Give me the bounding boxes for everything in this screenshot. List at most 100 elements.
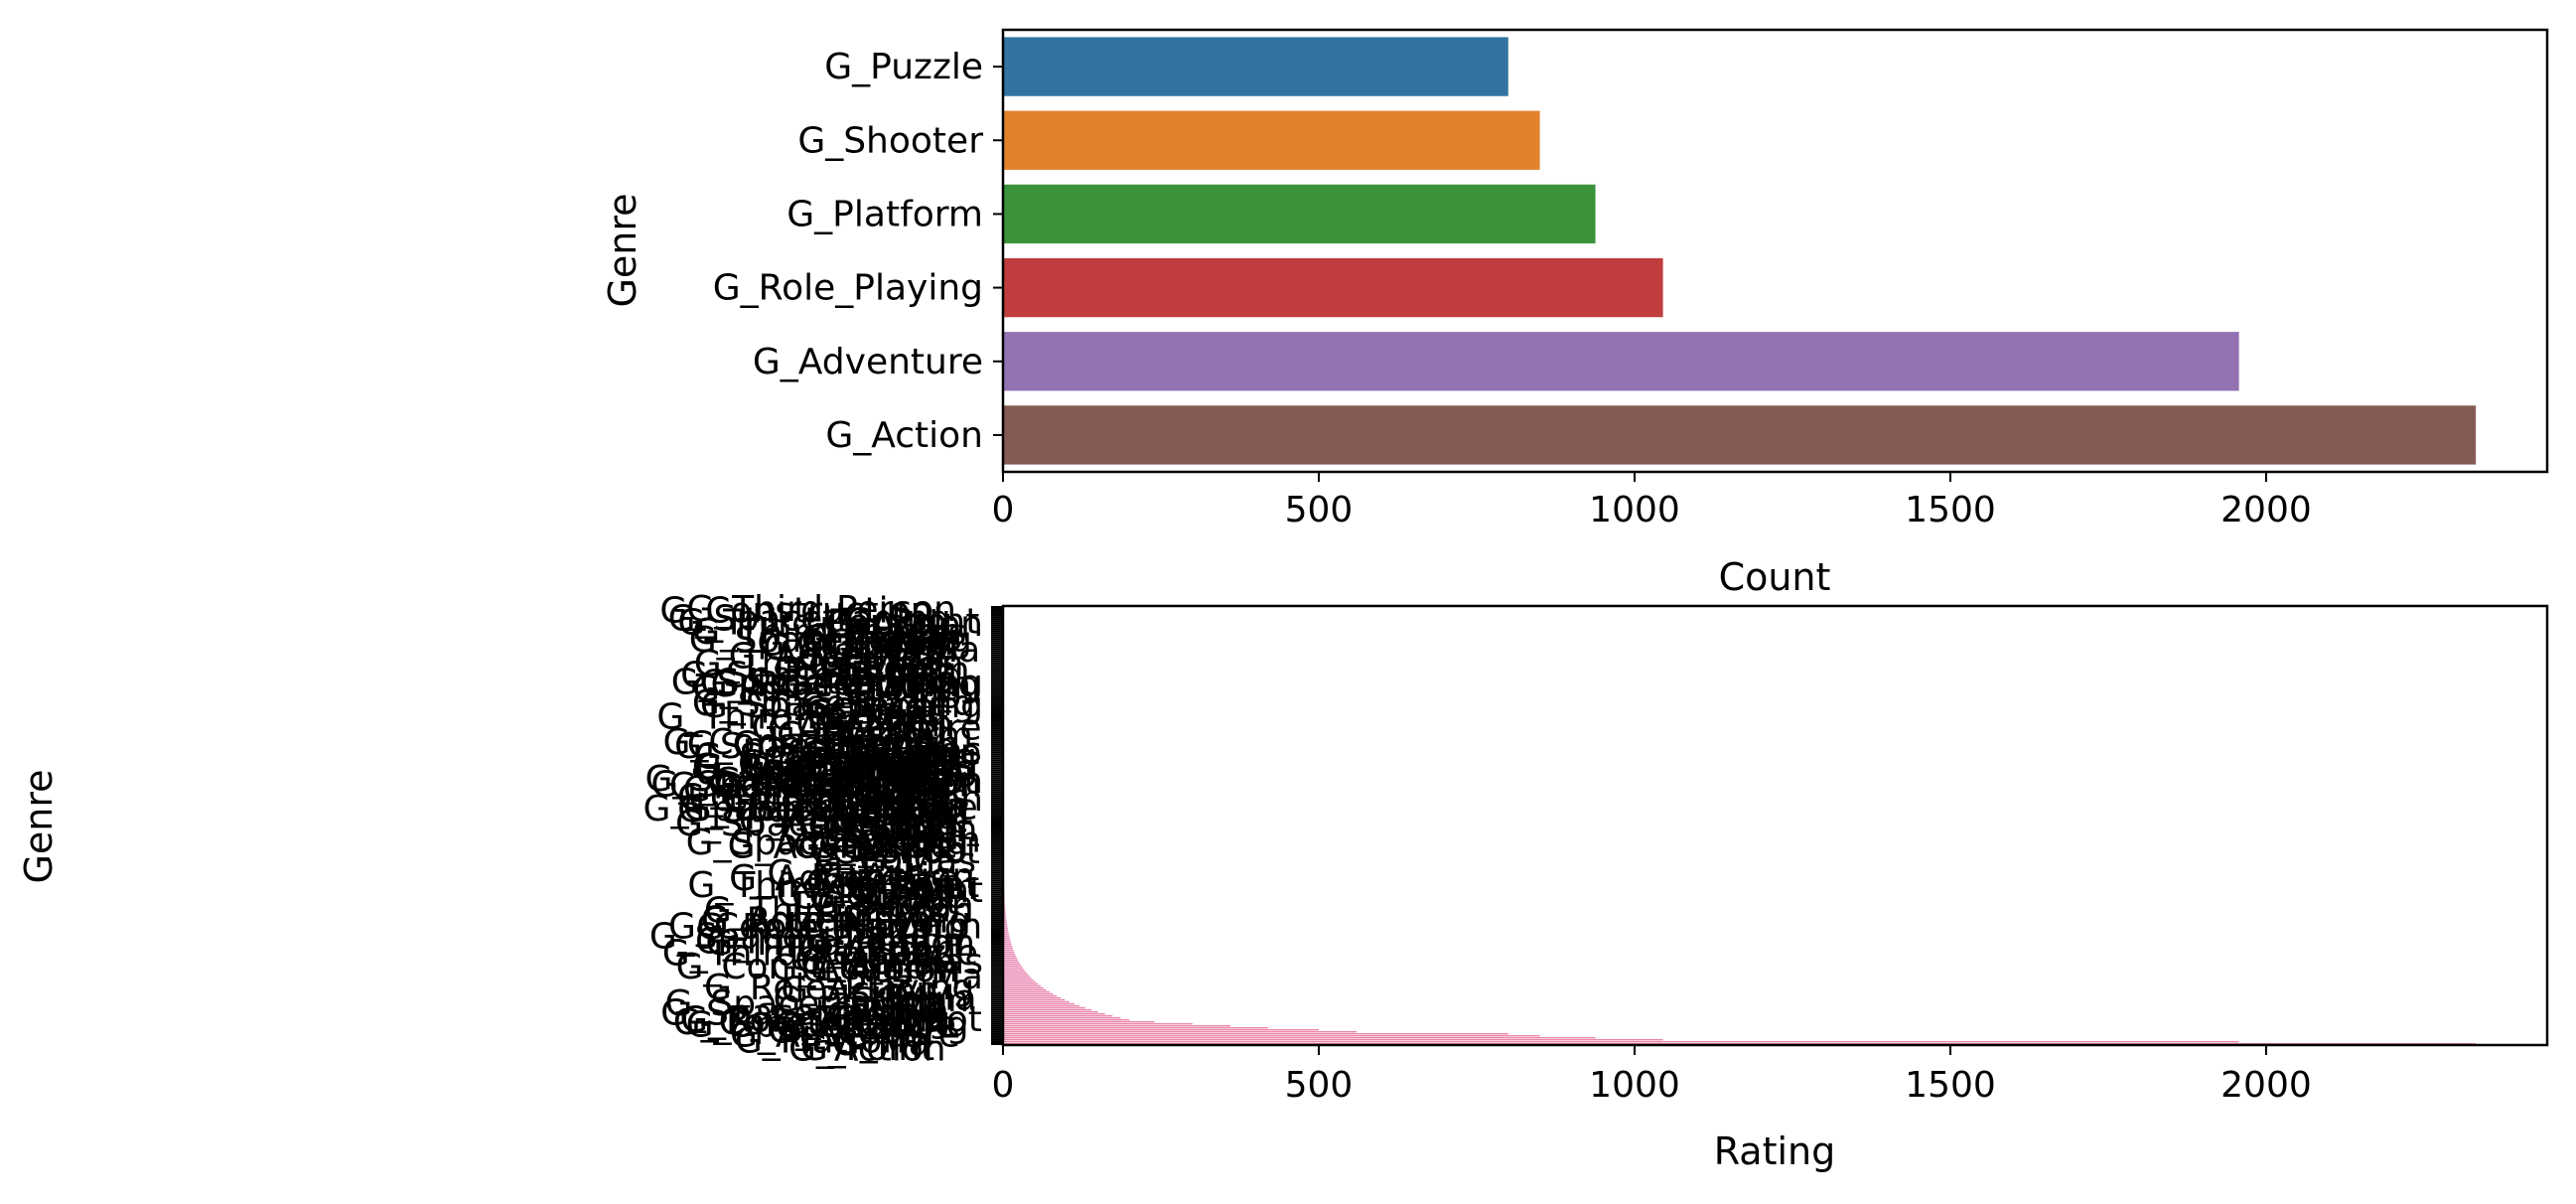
bar (1003, 959, 1018, 962)
category-label: G_Third-Person (686, 589, 956, 630)
bar (1003, 1026, 1269, 1029)
category-label: G_Shoot (796, 744, 945, 785)
category-label: G_Role_Playing (711, 665, 981, 705)
category-label: G_Role_Playing (713, 268, 983, 309)
bar (1003, 957, 1017, 960)
category-label: G_Third-Person (713, 761, 983, 802)
bar (1003, 984, 1041, 987)
category-label: G_Ma (836, 729, 934, 770)
category-label: G_Action (800, 942, 958, 982)
category-label: G_Spacetrading (695, 747, 978, 788)
category-label: G_Action (804, 734, 962, 775)
bar (1003, 935, 1010, 937)
category-label: G_Mas (833, 788, 950, 828)
category-label: G_Puzzle (797, 636, 956, 677)
category-label: G_Action (777, 874, 934, 915)
category-label: G_Puzzle (767, 853, 926, 894)
bar (1003, 939, 1011, 941)
category-label: G_Spacetrading (700, 663, 983, 703)
category-label: G_Ma (869, 787, 967, 828)
category-label: G_Platform (774, 650, 970, 690)
category-label: G_Platform (735, 1020, 931, 1061)
bar (1003, 1018, 1130, 1021)
category-label: G_Shoot (789, 770, 938, 811)
category-label: G_Construction (687, 724, 960, 765)
bar (1003, 951, 1015, 953)
category-label: G_Action (796, 704, 954, 745)
category-label: G_Point (815, 839, 949, 880)
category-label: G_Shoot (825, 737, 974, 778)
x-tick-label: 0 (992, 490, 1015, 530)
category-label: G_Adventure (729, 858, 959, 899)
bar (1003, 943, 1012, 945)
category-label: G_Shoot (811, 882, 960, 923)
y-axis-title: Genre (17, 769, 61, 883)
category-label: G_Puzzle (791, 876, 950, 917)
category-label: G_Role_Playing (696, 907, 966, 948)
category-label: G_Platform (743, 750, 939, 791)
category-label: G_Ma (879, 978, 977, 1018)
bar (1003, 955, 1016, 957)
category-label: G_Shooter (797, 120, 983, 161)
category-label: G_Third-Person (694, 747, 964, 788)
bar (1003, 1010, 1098, 1013)
category-label: G_Puzzle (793, 826, 952, 866)
x-tick-label: 2000 (2220, 490, 2312, 530)
category-label: G_Third-Person (695, 921, 965, 962)
category-label: G_Ma (846, 895, 944, 936)
category-label: G_Point (796, 624, 930, 665)
bar (1003, 1022, 1193, 1025)
bar (1003, 988, 1047, 991)
category-label: G_Shoot (824, 808, 973, 848)
bar-g_adventure (1003, 332, 2239, 391)
category-label: G_Spacetrading (694, 736, 977, 777)
category-label: G_Action (816, 885, 974, 926)
bar (1003, 937, 1010, 939)
category-labels-overlapping: G_MasG_Third-PersonG_SpacetradingG_MaG_P… (644, 589, 983, 1069)
bar (1003, 1020, 1155, 1023)
bar-g_puzzle (1003, 37, 1508, 96)
category-label: G_Action (768, 1010, 926, 1051)
category-label: G_Action (805, 862, 963, 903)
x-axis-title: Count (1719, 555, 1831, 599)
category-label: G_Point (845, 601, 979, 642)
category-label: G_Puzzle (769, 741, 928, 782)
category-label: G_Role_Playing (680, 999, 950, 1040)
category-label: G_Construction (668, 907, 941, 948)
x-tick-label: 2000 (2220, 1065, 2312, 1106)
bar (1003, 1004, 1080, 1007)
bar (1003, 929, 1009, 931)
bar (1003, 971, 1026, 974)
bar (1003, 933, 1009, 935)
x-tick-label: 500 (1285, 1065, 1354, 1106)
category-label: G_Ma (838, 761, 936, 802)
category-label: G_Adventure (728, 827, 958, 867)
bar (1003, 969, 1025, 972)
bar (1003, 1014, 1113, 1017)
bar (1003, 982, 1039, 985)
category-label: G_Mas (866, 942, 983, 982)
bar (1003, 992, 1054, 995)
category-label: G_Ma (885, 957, 983, 997)
category-label: G_Puzzle (823, 733, 982, 774)
bar (1003, 965, 1022, 968)
category-label: G_Action (819, 867, 977, 908)
category-label: G_Platform (763, 628, 959, 669)
bar (1003, 1000, 1070, 1003)
category-label: G_Mas (829, 692, 946, 733)
category-label: G_Third-Person (677, 602, 947, 643)
category-label: G_Mas (819, 646, 936, 686)
category-label: G_Point (805, 693, 939, 734)
x-axis-title: Rating (1714, 1129, 1836, 1173)
category-label: G_Point (800, 1028, 934, 1069)
bar (1003, 917, 1007, 919)
bar (1003, 1036, 1596, 1039)
category-label: G_Construction (676, 947, 949, 987)
category-label: G_Third-Person (704, 891, 974, 932)
category-label: G_Adventure (701, 899, 931, 940)
x-tick-label: 1000 (1589, 1065, 1680, 1106)
category-label: G_Third-Person (683, 770, 953, 811)
category-label: G_Action (798, 929, 956, 970)
category-label: G_Shoot (792, 649, 941, 689)
category-label: G_Mas (853, 778, 970, 819)
